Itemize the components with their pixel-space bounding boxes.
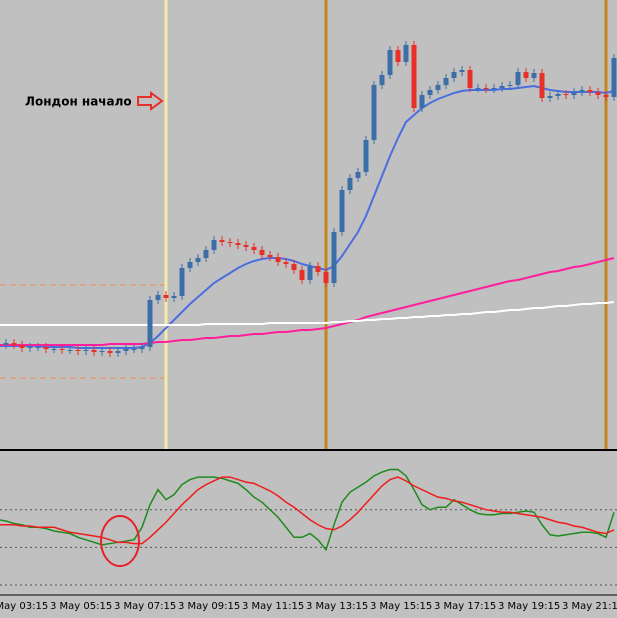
x-tick-label: 3 May 09:15 bbox=[178, 601, 240, 612]
x-tick-label: 3 May 07:15 bbox=[114, 601, 176, 612]
candle-body bbox=[523, 72, 529, 78]
candle-body bbox=[387, 50, 393, 75]
candle-body bbox=[275, 257, 281, 262]
x-tick-label: 3 May 13:15 bbox=[306, 601, 368, 612]
candle-body bbox=[331, 232, 337, 283]
x-tick-label: 3 May 21:15 bbox=[562, 601, 617, 612]
price-panel bbox=[0, 41, 617, 357]
moving-average bbox=[0, 257, 615, 346]
candle-body bbox=[235, 243, 241, 245]
candle-body bbox=[475, 88, 481, 89]
candle-body bbox=[147, 300, 153, 347]
candle-body bbox=[515, 72, 521, 85]
candle-body bbox=[587, 90, 593, 92]
candle-body bbox=[227, 242, 233, 243]
candle-body bbox=[483, 88, 489, 89]
candle-body bbox=[107, 351, 113, 353]
candle-body bbox=[451, 72, 457, 78]
candle-body bbox=[203, 250, 209, 258]
candle-body bbox=[595, 92, 601, 95]
x-tick-label: 3 May 11:15 bbox=[242, 601, 304, 612]
candle-body bbox=[3, 343, 9, 345]
arrow bbox=[137, 91, 164, 111]
candle-body bbox=[307, 266, 313, 280]
candle-body bbox=[0, 344, 1, 345]
candle-body bbox=[395, 50, 401, 62]
candle-body bbox=[347, 178, 353, 190]
candle-body bbox=[443, 78, 449, 85]
candle-body bbox=[291, 264, 297, 270]
candle-body bbox=[179, 268, 185, 296]
x-tick-label: 3 May 17:15 bbox=[434, 601, 496, 612]
candle-body bbox=[459, 70, 465, 72]
candle-body bbox=[171, 296, 177, 298]
candle-body bbox=[411, 45, 417, 108]
candle-body bbox=[355, 172, 361, 178]
candle-body bbox=[187, 262, 193, 268]
candle-body bbox=[563, 94, 569, 95]
x-tick-label: 3 May 15:15 bbox=[370, 601, 432, 612]
candle-body bbox=[371, 85, 377, 140]
candle-body bbox=[547, 96, 553, 98]
candle-body bbox=[35, 347, 41, 348]
candle-body bbox=[315, 266, 321, 272]
candle-body bbox=[123, 349, 129, 351]
moving-average bbox=[0, 301, 615, 326]
candle-body bbox=[539, 73, 545, 98]
candle-body bbox=[219, 240, 225, 242]
candle-body bbox=[51, 349, 57, 350]
candle-body bbox=[491, 88, 497, 89]
candle-body bbox=[91, 350, 97, 352]
candle-body bbox=[283, 262, 289, 264]
candle-body bbox=[67, 350, 73, 351]
candle-body bbox=[299, 270, 305, 280]
candle-body bbox=[115, 351, 121, 353]
candle-body bbox=[323, 272, 329, 283]
candle-body bbox=[339, 190, 345, 232]
candle-body bbox=[571, 92, 577, 95]
x-tick-label: 3 May 05:15 bbox=[50, 601, 112, 612]
candle-body bbox=[243, 245, 249, 247]
candle-body bbox=[83, 350, 89, 351]
candle-body bbox=[131, 349, 137, 350]
candle-body bbox=[43, 347, 49, 349]
x-tick-label: 3 May 03:15 bbox=[0, 601, 48, 612]
candle-body bbox=[603, 95, 609, 97]
candle-body bbox=[531, 73, 537, 78]
candle-body bbox=[403, 45, 409, 62]
candle-body bbox=[267, 255, 273, 257]
candle-body bbox=[99, 351, 105, 352]
candle-body bbox=[195, 258, 201, 262]
candle-body bbox=[139, 347, 145, 349]
candle-body bbox=[75, 350, 81, 351]
x-tick-label: 3 May 19:15 bbox=[498, 601, 560, 612]
moving-average bbox=[0, 84, 615, 349]
candle-body bbox=[211, 240, 217, 250]
candle-body bbox=[467, 70, 473, 88]
candle-body bbox=[379, 75, 385, 85]
candle-body bbox=[27, 347, 33, 348]
candle-body bbox=[427, 90, 433, 95]
highlight-circle bbox=[100, 515, 140, 567]
candle-body bbox=[259, 250, 265, 255]
candle-body bbox=[579, 90, 585, 92]
candle-body bbox=[251, 247, 257, 250]
candle-body bbox=[59, 349, 65, 350]
candle-body bbox=[19, 345, 25, 348]
candle-body bbox=[507, 85, 513, 86]
candle-body bbox=[555, 94, 561, 96]
candle-body bbox=[363, 140, 369, 172]
candle-body bbox=[611, 58, 617, 97]
candle-body bbox=[163, 295, 169, 298]
annotation: Лондон начало bbox=[25, 95, 132, 109]
candle-body bbox=[419, 95, 425, 108]
candle-body bbox=[155, 295, 161, 300]
candle-body bbox=[435, 85, 441, 90]
candle-body bbox=[499, 86, 505, 88]
candle-body bbox=[11, 343, 17, 345]
